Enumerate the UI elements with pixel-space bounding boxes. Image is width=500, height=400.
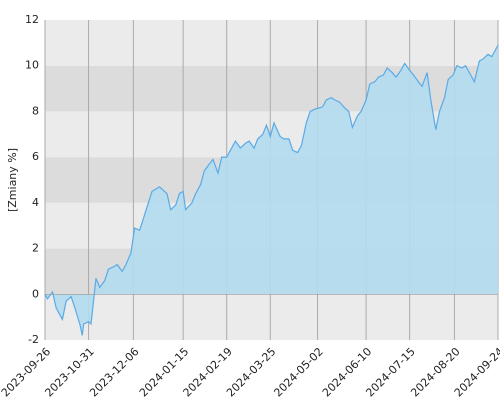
y-tick-label: 10 bbox=[25, 59, 39, 72]
x-tick-label: 2024-05-02 bbox=[271, 345, 325, 399]
y-tick-label: 6 bbox=[32, 150, 39, 163]
y-tick-label: -2 bbox=[28, 333, 39, 346]
line bbox=[44, 44, 499, 336]
y-tick-label: 0 bbox=[32, 287, 39, 300]
y-axis-label: [Zmiany %] bbox=[6, 148, 19, 212]
y-tick-label: 12 bbox=[25, 13, 39, 26]
band bbox=[45, 294, 498, 340]
y-tick-label: 8 bbox=[32, 104, 39, 117]
y-tick-label: 2 bbox=[32, 242, 39, 255]
area bbox=[45, 45, 498, 336]
y-tick-label: 4 bbox=[32, 196, 39, 209]
band bbox=[45, 20, 498, 66]
